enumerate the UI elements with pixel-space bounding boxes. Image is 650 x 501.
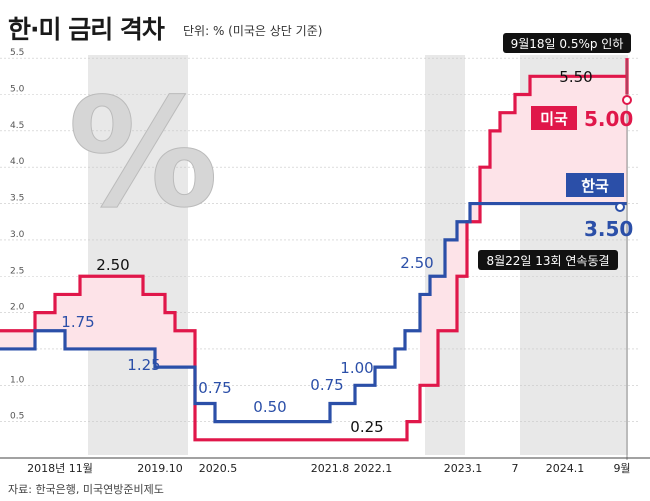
x-tick-label: 9월 xyxy=(613,462,630,475)
x-tick-label: 2019.10 xyxy=(137,462,183,475)
rate-gap-fill xyxy=(0,58,627,440)
x-tick-label: 2024.1 xyxy=(546,462,585,475)
kr-2021-label: 0.75 xyxy=(310,376,343,394)
x-tick-label: 2023.1 xyxy=(444,462,483,475)
us-cut-text: 9월18일 0.5%p 인하 xyxy=(511,37,624,51)
us-2018-label: 2.50 xyxy=(96,256,129,274)
kr-2022b-label: 2.50 xyxy=(400,254,433,272)
y-tick-label: 4.5 xyxy=(10,121,24,131)
y-tick-label: 3.5 xyxy=(10,194,24,204)
percent-decoration: % xyxy=(68,67,218,241)
kr-2019-label: 1.25 xyxy=(127,356,160,374)
kr-2018-label: 1.75 xyxy=(61,313,94,331)
y-tick-label: 5.0 xyxy=(10,85,25,95)
korea-rate-line xyxy=(0,201,627,424)
band-2019 xyxy=(88,55,188,455)
us-legend-label: 미국 xyxy=(540,110,568,128)
source-note: 자료: 한국은행, 미국연방준비제도 xyxy=(8,483,164,496)
kr-2020-label: 0.75 xyxy=(198,379,231,397)
y-tick-label: 3.0 xyxy=(10,230,25,240)
korea-legend-badge xyxy=(566,173,624,197)
y-tick-label: 2.5 xyxy=(10,266,24,276)
us-value-label: 5.00 xyxy=(584,107,633,131)
unit-note: 단위: % (미국은 상단 기준) xyxy=(183,24,323,38)
us-cut-callout xyxy=(503,33,631,53)
kr-low-label: 0.50 xyxy=(253,398,286,416)
x-tick-label: 2020.5 xyxy=(199,462,238,475)
y-tick-label: 1.0 xyxy=(10,375,25,385)
x-tick-label: 2022.1 xyxy=(354,462,393,475)
y-tick-label: 5.5 xyxy=(10,48,24,58)
y-tick-label: 4.0 xyxy=(10,157,25,167)
korea-legend-label: 한국 xyxy=(581,177,609,195)
us-low-label: 0.25 xyxy=(350,418,383,436)
korea-end-marker xyxy=(615,202,625,212)
chart-title: 한·미 금리 격차 xyxy=(8,15,165,44)
y-tick-label: 2.0 xyxy=(10,303,25,313)
x-tick-label: 2021.8 xyxy=(311,462,350,475)
x-tick-label: 7 xyxy=(512,462,519,475)
us-legend-badge xyxy=(531,106,577,130)
korea-freeze-text: 8월22일 13회 연속동결 xyxy=(486,254,609,268)
x-tick-label: 2018년 11월 xyxy=(27,462,93,475)
us-end-marker xyxy=(622,95,632,105)
korea-freeze-callout xyxy=(478,250,618,270)
us-rate-line xyxy=(0,58,629,442)
y-tick-label: 0.5 xyxy=(10,412,24,422)
us-peak-label: 5.50 xyxy=(559,68,592,86)
korea-value-label: 3.50 xyxy=(584,217,633,241)
kr-2022-label: 1.00 xyxy=(340,359,373,377)
